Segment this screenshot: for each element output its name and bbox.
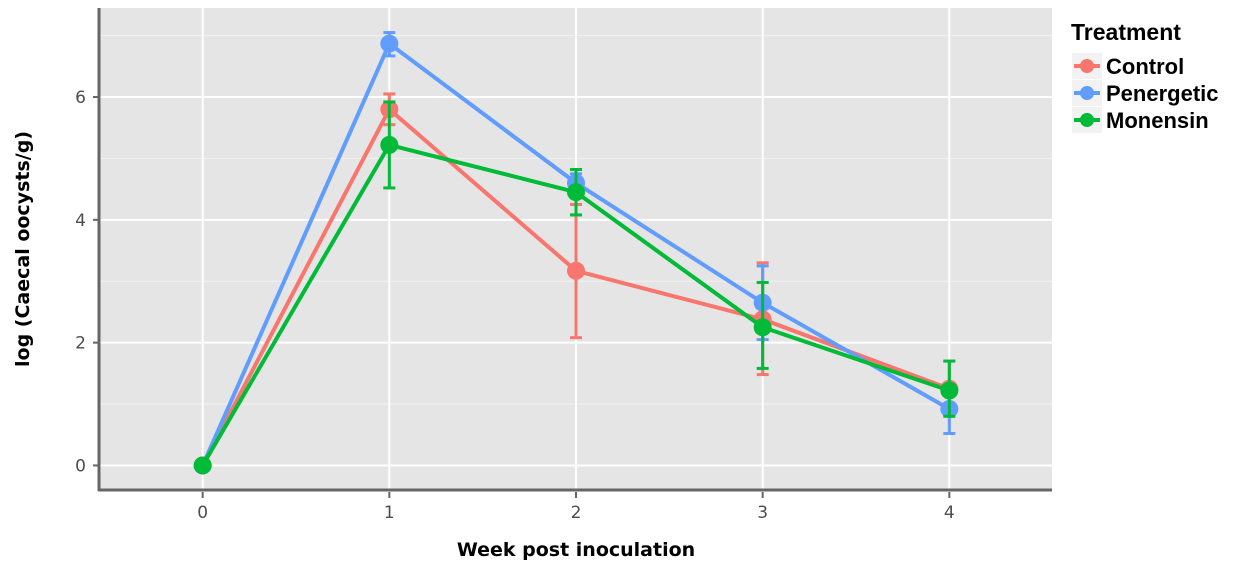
data-point [753, 318, 772, 337]
y-tick-label: 4 [75, 211, 86, 231]
data-point [193, 456, 212, 475]
legend-label: Penergetic [1106, 81, 1219, 106]
legend-title: Treatment [1071, 19, 1181, 45]
x-tick-label: 3 [757, 503, 768, 523]
y-tick-label: 6 [75, 88, 86, 108]
x-tick-label: 0 [197, 503, 208, 523]
data-point [940, 381, 959, 400]
data-point [380, 34, 399, 53]
x-tick-label: 4 [944, 503, 955, 523]
x-tick-label: 1 [384, 503, 395, 523]
legend-key-point [1080, 86, 1094, 100]
x-tick-label: 2 [571, 503, 582, 523]
series-monensin [193, 100, 959, 475]
data-series [193, 31, 959, 475]
legend-key-point [1080, 113, 1094, 127]
y-axis-title: log (Caecal oocysts/g) [12, 131, 34, 367]
x-axis-title: Week post inoculation [457, 539, 695, 561]
legend-label: Control [1106, 54, 1184, 79]
data-point [567, 183, 585, 202]
axis-ticks: 0 2 4 6 0 1 2 3 4 [75, 88, 955, 523]
data-point [380, 135, 399, 154]
data-point [567, 261, 585, 280]
legend-label: Monensin [1106, 108, 1209, 133]
legend-key-point [1080, 59, 1094, 73]
legend-item-control: Control [1072, 53, 1184, 79]
y-tick-label: 2 [75, 334, 86, 354]
y-tick-label: 0 [75, 456, 86, 476]
legend-item-monensin: Monensin [1072, 107, 1209, 133]
legend-item-penergetic: Penergetic [1072, 80, 1219, 106]
